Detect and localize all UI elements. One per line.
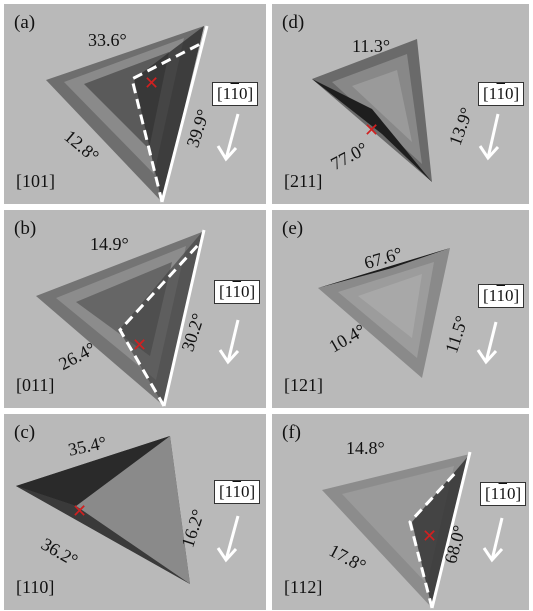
- crystal-direction: [112]: [284, 577, 323, 597]
- panel-b: ✕ (b) [011] 14.9° 26.4° 30.2° [110]: [4, 210, 266, 408]
- panel-e: (e) 67.6° 10.4° 11.5° [121] [110]: [272, 210, 529, 408]
- panel-d: ✕ (d) [211] 11.3° 77.0° 13.9° [110]: [272, 4, 529, 204]
- direction-box: [110]: [480, 482, 527, 506]
- svg-text:✕: ✕: [144, 73, 159, 94]
- panel-label: (c): [14, 422, 36, 443]
- etch-pit-image: ✕: [322, 451, 504, 609]
- panel-label: (d): [282, 12, 305, 33]
- svg-text:✕: ✕: [132, 335, 147, 356]
- crystal-direction: [011]: [16, 375, 55, 395]
- angle-label: 14.9°: [90, 234, 129, 254]
- panel-c: ✕ (c) [110] 35.4° 36.2° 16.2° [110]: [4, 414, 266, 610]
- panel-label: (a): [14, 12, 36, 33]
- direction-box: [110]: [212, 82, 259, 106]
- crystal-direction: [110]: [16, 577, 55, 597]
- angle-label: 33.6°: [88, 30, 127, 50]
- etch-pit-image: ✕: [312, 39, 500, 182]
- etch-pit-image: ✕: [46, 25, 240, 203]
- angle-label: 14.8°: [346, 438, 385, 458]
- panel-f: ✕ (f) [112] 14.8° 17.8° 68.0° [110]: [272, 414, 529, 610]
- panel-label: (f): [282, 422, 301, 443]
- etch-pit-image: ✕: [16, 436, 240, 584]
- crystal-direction: [121]: [284, 375, 323, 395]
- svg-text:✕: ✕: [422, 526, 437, 547]
- direction-box: [110]: [214, 280, 261, 304]
- svg-text:✕: ✕: [72, 501, 87, 522]
- svg-text:✕: ✕: [364, 120, 379, 141]
- crystal-direction: [211]: [284, 171, 323, 191]
- direction-box: [110]: [478, 82, 525, 106]
- panel-label: (b): [14, 218, 37, 239]
- direction-box: [110]: [214, 480, 261, 504]
- crystal-direction: [101]: [16, 171, 55, 191]
- panel-a: ✕ (a) [101] 33.6° 12.8° 39.9° [110]: [4, 4, 266, 204]
- direction-box: [110]: [478, 284, 525, 308]
- etch-pit-image: [318, 248, 498, 378]
- panel-label: (e): [282, 218, 304, 239]
- etch-pit-image: ✕: [36, 229, 240, 407]
- angle-label: 11.3°: [352, 36, 391, 56]
